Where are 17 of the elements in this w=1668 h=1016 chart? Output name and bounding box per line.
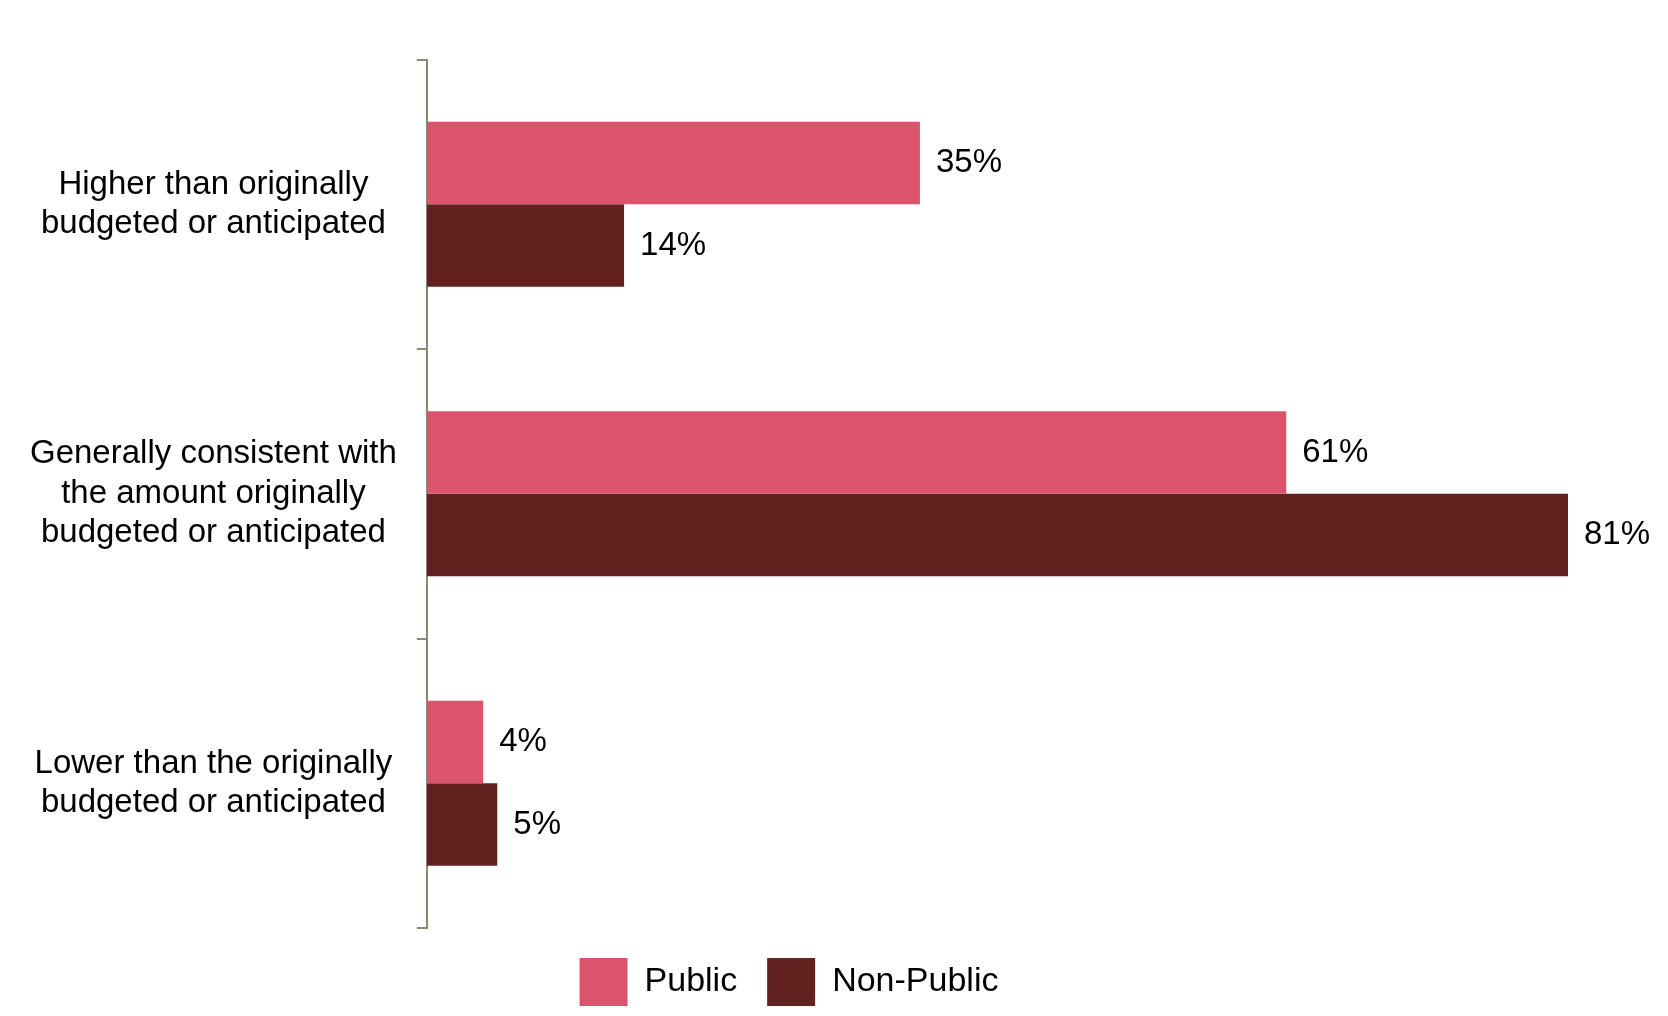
y-tick-label: Lower than the originally budgeted or anticipated <box>34 742 393 820</box>
y-tick-label: Generally consistent with the amount originally budgeted or anticipated <box>30 433 397 550</box>
data-label: 5% <box>513 803 561 841</box>
bar <box>426 411 1287 494</box>
bar <box>426 204 625 287</box>
bar <box>426 121 920 205</box>
bar <box>426 783 498 866</box>
legend-label: Non-Public <box>832 960 999 999</box>
data-label: 35% <box>935 142 1002 180</box>
bar <box>426 493 1568 577</box>
legend-label: Public <box>644 960 738 999</box>
data-label: 14% <box>640 224 707 262</box>
data-label: 81% <box>1584 514 1651 552</box>
data-label: 61% <box>1302 431 1369 469</box>
y-tick-label: Higher than originally budgeted or anticipated <box>40 163 386 241</box>
bar <box>426 700 484 784</box>
data-label: 4% <box>499 721 547 759</box>
